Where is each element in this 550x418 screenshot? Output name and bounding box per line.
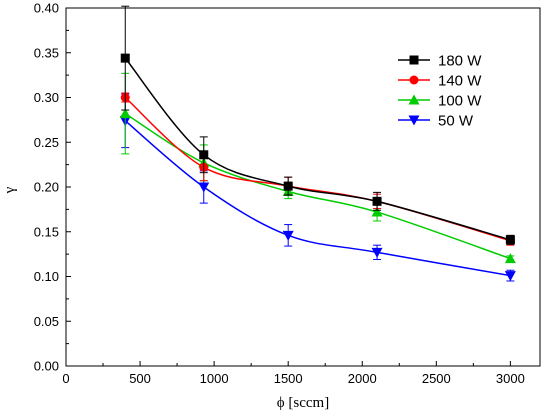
data-point-2-0 (119, 108, 131, 119)
y-tick-label-2: 0.10 (34, 269, 59, 284)
data-point-0-4 (505, 235, 515, 245)
x-tick-label-6: 3000 (496, 371, 525, 386)
x-tick-label-4: 2000 (348, 371, 377, 386)
y-tick-label-5: 0.25 (34, 135, 59, 150)
plot-layer (119, 5, 516, 282)
y-tick-label-0: 0.00 (34, 359, 59, 374)
data-point-0-0 (120, 53, 130, 63)
y-tick-label-7: 0.35 (34, 45, 59, 60)
series-0 (120, 5, 515, 245)
data-point-2-4 (504, 253, 516, 264)
y-tick-label-1: 0.05 (34, 314, 59, 329)
x-tick-label-0: 0 (62, 371, 69, 386)
legend-marker-0 (409, 55, 419, 65)
data-point-0-2 (283, 181, 293, 191)
data-point-3-2 (282, 230, 294, 241)
legend-label-3: 50 W (438, 113, 474, 130)
legend-marker-1 (409, 75, 419, 85)
data-point-3-3 (371, 247, 383, 258)
legend-marker-3 (408, 115, 420, 126)
x-tick-label-1: 500 (129, 371, 151, 386)
data-point-3-1 (198, 182, 210, 193)
legend-label-1: 140 W (438, 73, 482, 90)
legend: 180 W 140 W 100 W 50 W (398, 53, 482, 130)
legend-marker-2 (408, 94, 420, 105)
legend-label-0: 180 W (438, 53, 482, 70)
axes-layer: 0 500 1000 1500 2000 2500 3000 0.00 0.05 0.10 0.15… (34, 1, 525, 387)
x-tick-label-2: 1000 (200, 371, 229, 386)
data-point-0-1 (199, 150, 209, 160)
series-3 (119, 93, 516, 282)
x-tick-label-5: 2500 (422, 371, 451, 386)
y-axis-label: γ (2, 186, 18, 194)
data-point-3-4 (504, 271, 516, 282)
y-tick-label-6: 0.30 (34, 90, 59, 105)
y-tick-label-3: 0.15 (34, 224, 59, 239)
data-point-0-3 (372, 196, 382, 206)
x-tick-label-3: 1500 (274, 371, 303, 386)
data-point-2-3 (371, 206, 383, 217)
y-tick-label-8: 0.40 (34, 1, 59, 16)
y-tick-label-4: 0.20 (34, 180, 59, 195)
legend-label-2: 100 W (438, 93, 482, 110)
x-axis-label: ϕ [sccm] (277, 395, 329, 411)
